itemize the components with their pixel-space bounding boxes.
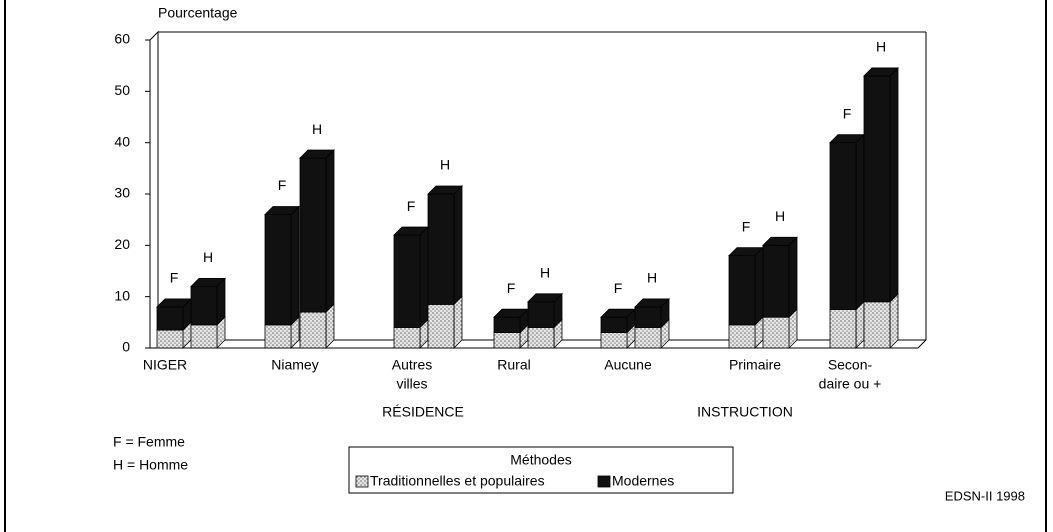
bar-top: [264, 206, 300, 215]
bar-side: [453, 185, 463, 306]
bar-label: H: [876, 39, 886, 55]
note: H = Homme: [113, 457, 188, 473]
bar-label: H: [540, 265, 550, 281]
group-label: daire ou +: [819, 376, 882, 392]
bar-segment: [527, 301, 555, 328]
legend-swatch: [597, 475, 611, 488]
bar-segment: [600, 316, 628, 334]
legend-label: Modernes: [612, 473, 674, 489]
y-tick-label: 40: [114, 133, 130, 149]
bar-segment: [190, 324, 218, 349]
bar-side: [325, 149, 335, 314]
bar-label: F: [407, 198, 416, 214]
group-label: NIGER: [143, 357, 187, 373]
bar-label: H: [312, 121, 322, 137]
bar-label: F: [614, 280, 623, 296]
bar-segment: [728, 324, 756, 349]
bar-side: [290, 205, 300, 326]
bar-segment: [863, 301, 891, 349]
source: EDSN-II 1998: [945, 488, 1025, 503]
section-label: RÉSIDENCE: [382, 404, 464, 420]
group-label: Secon-: [828, 357, 873, 373]
bar-top: [299, 149, 335, 159]
bar-top: [190, 277, 226, 287]
bar-segment: [600, 332, 628, 349]
y-tick-label: 10: [114, 287, 130, 303]
bar-segment: [264, 324, 292, 349]
legend-swatch: [355, 475, 369, 488]
bar-top: [427, 185, 463, 195]
legend-label: Traditionnelles et populaires: [370, 473, 545, 489]
bar-side: [855, 133, 865, 311]
bar-segment: [634, 306, 662, 328]
y-tick-label: 60: [114, 31, 130, 47]
bar-side: [754, 246, 764, 326]
bar-side: [889, 292, 899, 349]
group-label: Niamey: [271, 357, 318, 373]
bar-label: F: [742, 218, 751, 234]
bar-side: [788, 236, 798, 319]
bar-side: [419, 226, 429, 329]
group-label: Primaire: [729, 357, 781, 373]
bar-segment: [427, 193, 455, 305]
bar-top: [863, 67, 899, 77]
bar-segment: [264, 214, 292, 326]
bar-segment: [299, 311, 327, 349]
bar-segment: [762, 316, 790, 349]
section-label: INSTRUCTION: [697, 404, 793, 420]
bar-segment: [527, 327, 555, 349]
y-tick-label: 0: [122, 339, 130, 355]
bar-label: H: [440, 157, 450, 173]
bar-label: F: [507, 280, 516, 296]
legend-title: Méthodes: [510, 452, 571, 468]
group-label: Autres: [392, 357, 432, 373]
bar-segment: [427, 303, 455, 349]
bar-label: F: [170, 270, 179, 286]
bar-label: H: [647, 270, 657, 286]
bar-segment: [829, 309, 857, 349]
group-label: villes: [396, 376, 427, 392]
legend-box: [348, 446, 734, 494]
bar-segment: [863, 75, 891, 303]
bar-side: [453, 295, 463, 349]
bar-label: H: [775, 208, 785, 224]
y-tick-label: 20: [114, 236, 130, 252]
bar-label: F: [843, 105, 852, 121]
bar-segment: [634, 327, 662, 349]
note: F = Femme: [113, 434, 185, 450]
bar-segment: [728, 255, 756, 326]
bar-label: H: [203, 249, 213, 265]
bar-top: [527, 293, 563, 303]
bar-segment: [829, 142, 857, 310]
bar-segment: [156, 329, 184, 349]
bar-segment: [393, 327, 421, 349]
y-tick-label: 30: [114, 185, 130, 201]
bar-segment: [190, 285, 218, 326]
bar-top: [762, 236, 798, 246]
bar-segment: [393, 234, 421, 328]
bar-segment: [493, 316, 521, 334]
group-label: Aucune: [604, 357, 652, 373]
bar-segment: [762, 244, 790, 318]
y-axis-label: Pourcentage: [158, 5, 238, 21]
group-label: Rural: [497, 357, 530, 373]
bar-segment: [299, 157, 327, 313]
y-tick-label: 50: [114, 82, 130, 98]
bar-side: [889, 66, 899, 303]
bar-segment: [156, 306, 184, 331]
bar-label: F: [278, 177, 287, 193]
bar-segment: [493, 332, 521, 349]
bar-top: [634, 298, 670, 308]
